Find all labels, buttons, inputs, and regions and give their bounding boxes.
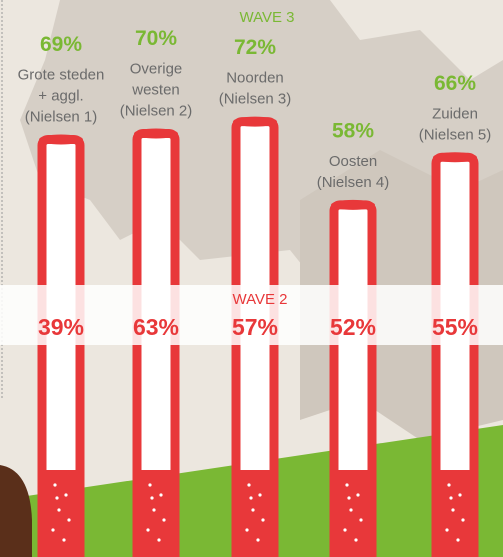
bubble	[456, 538, 460, 542]
value-label: 55%	[432, 314, 478, 340]
series-name: WAVE 3	[239, 9, 294, 26]
category-label: Oosten	[329, 153, 377, 170]
series-name: WAVE 2	[232, 291, 287, 308]
bubble	[157, 538, 161, 542]
bubble	[345, 483, 349, 487]
category-label: + aggl.	[38, 87, 83, 104]
liquid	[46, 470, 76, 557]
bubble	[261, 518, 265, 522]
tube-cap	[433, 152, 477, 163]
bubble	[359, 518, 363, 522]
bubble	[343, 528, 347, 532]
liquid	[440, 470, 470, 557]
wave2-band	[0, 285, 503, 345]
value-label: 63%	[133, 314, 179, 340]
category-label: (Nielsen 5)	[419, 126, 492, 143]
bubble	[447, 483, 451, 487]
bubble	[57, 508, 61, 512]
category-label: Zuiden	[432, 105, 478, 122]
bubble	[64, 493, 68, 497]
tube-cap	[233, 116, 277, 127]
liquid	[141, 470, 171, 557]
bubble	[451, 508, 455, 512]
value-label: 52%	[330, 314, 376, 340]
category-label: Grote steden	[18, 66, 105, 83]
bubble	[445, 528, 449, 532]
liquid	[240, 470, 270, 557]
category-label: (Nielsen 2)	[120, 102, 193, 119]
character	[0, 465, 32, 557]
bubble	[159, 493, 163, 497]
bubble	[245, 528, 249, 532]
tube-cap	[331, 199, 375, 210]
value-label: 39%	[38, 314, 84, 340]
bubble	[62, 538, 66, 542]
bubble	[55, 496, 59, 500]
bubble	[258, 493, 262, 497]
bubble	[461, 518, 465, 522]
bubble	[458, 493, 462, 497]
bubble	[356, 493, 360, 497]
bubble	[449, 496, 453, 500]
tube-cap	[39, 134, 83, 145]
bubble	[148, 483, 152, 487]
category-label: Noorden	[226, 70, 284, 87]
value-label: 66%	[434, 72, 476, 95]
tube-cap	[134, 128, 178, 139]
value-label: 69%	[40, 33, 82, 56]
bubble	[347, 496, 351, 500]
bubble	[53, 483, 57, 487]
bubble	[349, 508, 353, 512]
bubble	[152, 508, 156, 512]
category-label: Overige	[130, 60, 183, 77]
bubble	[162, 518, 166, 522]
bubble	[51, 528, 55, 532]
bubble	[354, 538, 358, 542]
value-label: 70%	[135, 27, 177, 50]
category-label: (Nielsen 4)	[317, 174, 390, 191]
bubble	[256, 538, 260, 542]
value-label: 58%	[332, 119, 374, 142]
category-label: westen	[131, 81, 180, 98]
liquid	[338, 470, 368, 557]
bubble	[251, 508, 255, 512]
bubble	[249, 496, 253, 500]
bubble	[247, 483, 251, 487]
value-label: 57%	[232, 314, 278, 340]
value-label: 72%	[234, 36, 276, 59]
category-label: (Nielsen 1)	[25, 108, 98, 125]
bubble	[150, 496, 154, 500]
bubble	[146, 528, 150, 532]
category-label: (Nielsen 3)	[219, 91, 292, 108]
bubble	[67, 518, 71, 522]
